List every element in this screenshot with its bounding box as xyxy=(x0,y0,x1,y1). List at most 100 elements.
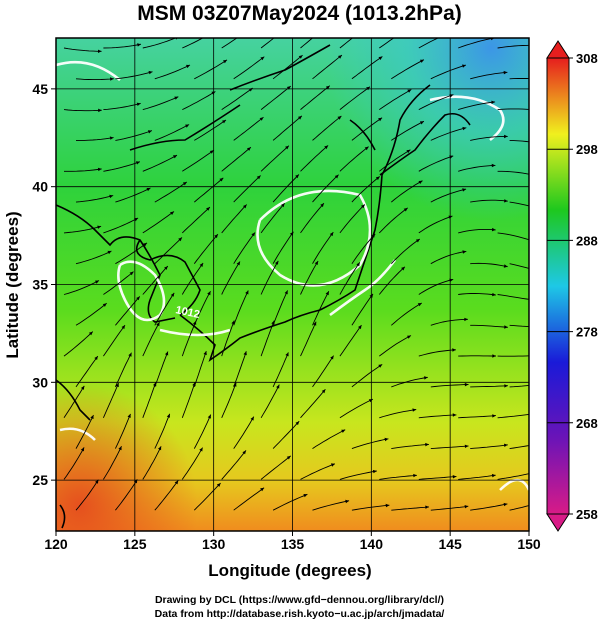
streamline-arrowhead xyxy=(503,70,508,75)
streamline-arrowhead xyxy=(378,364,383,368)
streamline-arrowhead xyxy=(156,322,160,327)
streamline-arrowhead xyxy=(173,155,177,159)
streamline xyxy=(470,324,508,328)
streamline-arrowhead xyxy=(543,441,547,444)
streamline xyxy=(115,296,141,326)
streamline-arrowhead xyxy=(193,320,197,325)
streamline xyxy=(430,64,467,80)
streamline-arrowhead xyxy=(97,167,102,172)
streamline xyxy=(194,59,228,80)
streamline xyxy=(142,38,177,49)
streamline-arrowhead xyxy=(185,124,190,128)
streamline-arrowhead xyxy=(276,384,280,389)
streamline-arrowhead xyxy=(329,232,334,237)
streamline xyxy=(63,225,102,234)
streamline xyxy=(379,409,417,419)
streamline xyxy=(379,38,395,49)
streamline-arrowhead xyxy=(407,89,412,93)
streamline-arrowhead xyxy=(199,447,203,452)
streamline-arrowhead xyxy=(532,354,536,358)
streamline-arrowhead xyxy=(295,174,299,179)
streamline xyxy=(260,203,285,234)
y-tick-label: 40 xyxy=(32,179,48,195)
streamline xyxy=(272,54,303,80)
streamline xyxy=(221,87,253,110)
streamline xyxy=(63,47,102,52)
credit-drawing: Drawing by DCL (https://www.gfd−dennou.o… xyxy=(154,594,445,606)
streamline-arrowhead xyxy=(313,321,317,326)
streamline xyxy=(154,292,175,326)
streamline xyxy=(339,262,361,295)
streamline xyxy=(221,204,248,234)
streamline-arrowhead xyxy=(368,399,373,403)
streamline xyxy=(154,480,179,511)
streamline-arrowhead xyxy=(384,437,389,442)
streamline-arrowhead xyxy=(243,204,247,209)
streamline-arrowhead xyxy=(94,356,98,360)
streamline xyxy=(509,505,529,511)
streamline-arrowhead xyxy=(174,480,179,485)
streamline xyxy=(76,137,114,141)
streamline xyxy=(378,207,408,234)
streamline-arrowhead xyxy=(531,412,535,415)
streamline xyxy=(458,293,496,296)
streamline xyxy=(430,318,468,326)
streamline xyxy=(312,231,334,264)
streamline xyxy=(351,56,383,80)
streamline xyxy=(63,331,94,357)
streamline xyxy=(470,444,508,450)
streamline-arrowhead xyxy=(424,376,428,380)
streamline-arrowhead xyxy=(219,177,224,182)
streamline xyxy=(233,351,247,388)
y-tick-label: 30 xyxy=(32,374,48,390)
streamline-arrowhead xyxy=(403,207,408,212)
streamline-arrowhead xyxy=(303,494,308,498)
streamline-arrowhead xyxy=(284,290,288,295)
streamline xyxy=(470,385,508,388)
streamline-arrowhead xyxy=(324,145,329,150)
streamline-arrowhead xyxy=(109,194,114,199)
streamline-arrowhead xyxy=(314,261,319,265)
streamline xyxy=(312,429,346,449)
colorbar-tick-label: 278 xyxy=(576,325,598,340)
streamline-arrowhead xyxy=(109,136,114,140)
streamline-arrowhead xyxy=(372,469,377,474)
streamline xyxy=(379,335,412,357)
streamline-arrowhead xyxy=(330,355,334,360)
streamline-arrowhead xyxy=(378,117,383,122)
streamline-arrowhead xyxy=(223,59,227,64)
streamline xyxy=(260,384,280,419)
streamline xyxy=(339,86,371,110)
streamline xyxy=(300,463,336,480)
streamline-arrowhead xyxy=(491,473,496,478)
streamline xyxy=(378,266,406,295)
streamline xyxy=(351,364,383,388)
streamline xyxy=(154,237,183,265)
streamline xyxy=(193,482,221,511)
streamline xyxy=(418,155,454,172)
streamline xyxy=(339,204,366,234)
streamline-arrowhead xyxy=(137,43,141,47)
streamline-arrowhead xyxy=(491,163,496,168)
streamline-arrowhead xyxy=(136,102,141,106)
streamline-arrowhead xyxy=(341,429,346,433)
streamline xyxy=(114,413,131,449)
streamline xyxy=(142,154,178,172)
streamline xyxy=(260,455,291,480)
streamline-arrowhead xyxy=(129,271,134,276)
streamline-arrowhead xyxy=(115,383,119,388)
streamline-arrowhead xyxy=(345,499,350,504)
streamline-arrowhead xyxy=(462,250,467,254)
streamline xyxy=(430,250,467,265)
streamline xyxy=(391,180,423,203)
colorbar-tick-label: 298 xyxy=(576,142,598,157)
streamline-arrowhead xyxy=(338,55,342,59)
streamline-arrowhead xyxy=(504,134,508,139)
streamline xyxy=(458,474,496,480)
streamline-arrowhead xyxy=(542,270,546,273)
streamline-arrowhead xyxy=(325,85,330,90)
streamline-arrowhead xyxy=(256,175,261,180)
streamline xyxy=(312,115,342,141)
streamline-arrowhead xyxy=(542,500,546,503)
streamline xyxy=(312,355,334,388)
